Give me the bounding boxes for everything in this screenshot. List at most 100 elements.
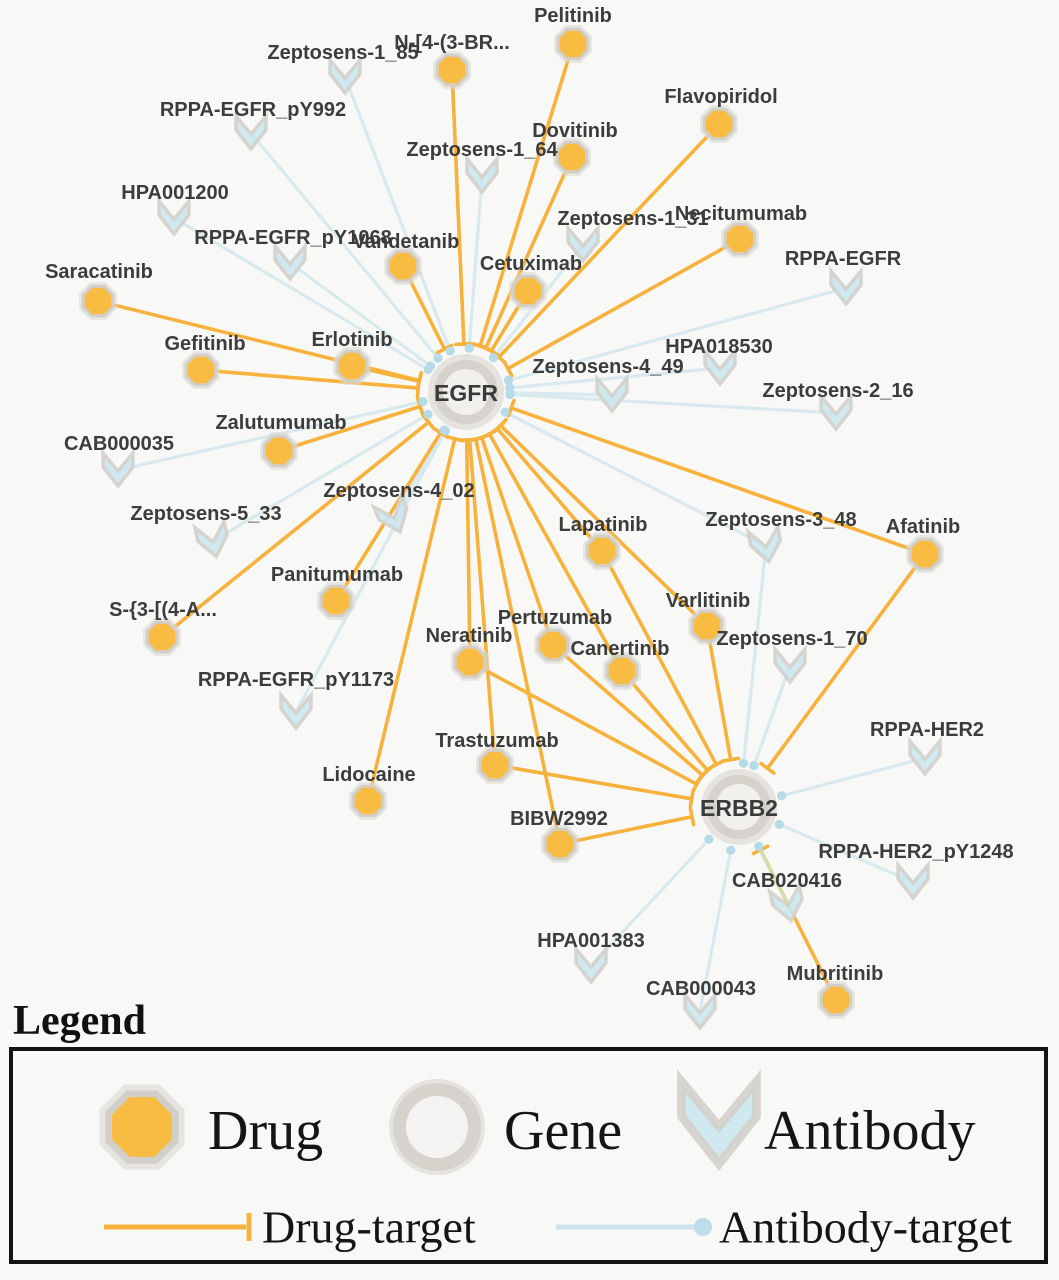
node-antibody-Zeptosens-1_64: [465, 154, 499, 195]
node-drug-legend: [99, 1084, 185, 1170]
edge-antibody-target-CAB000043-ERBB2: [698, 849, 733, 1013]
label-RPPA-EGFR: RPPA-EGFR: [785, 248, 902, 270]
node-drug-Erlotinib: [333, 347, 371, 385]
edge-endpoint-dot-CAB000035: [418, 397, 428, 407]
label-Gefitinib: Gefitinib: [164, 333, 245, 355]
label-Zeptosens-1_64: Zeptosens-1_64: [406, 139, 558, 161]
edge-antibody-target-RPPA-HER2-ERBB2: [781, 756, 926, 798]
label-Zeptosens-4_49: Zeptosens-4_49: [532, 356, 683, 378]
edge-antibody-target-Zeptosens-5_33-EGFR: [212, 412, 429, 543]
label-HPA001200: HPA001200: [121, 182, 228, 204]
node-drug-Zalutumumab: [260, 432, 298, 470]
label-RPPA-HER2_pY1248: RPPA-HER2_pY1248: [818, 841, 1013, 863]
label-Zeptosens-1_85: Zeptosens-1_85: [267, 42, 418, 64]
label-Mubritinib: Mubritinib: [787, 963, 884, 985]
label-Lidocaine: Lidocaine: [322, 764, 415, 786]
label-Cetuximab: Cetuximab: [480, 253, 582, 275]
label-Zeptosens-5_33: Zeptosens-5_33: [130, 503, 281, 525]
node-antibody-HPA001200: [157, 196, 191, 237]
label-Panitumumab: Panitumumab: [271, 564, 403, 586]
node-drug-Cetuximab: [509, 272, 547, 310]
node-drug-Lapatinib: [583, 532, 621, 570]
label-Pertuzumab: Pertuzumab: [498, 607, 612, 629]
node-antibody-Zeptosens-2_16: [819, 391, 853, 432]
label-N-[4-(3-BR...: N-[4-(3-BR...: [394, 32, 510, 54]
edge-endpoint-dot-Zeptosens-2_16: [505, 389, 515, 400]
edge-endpoint-dot-RPPA-HER2: [776, 791, 787, 801]
label-RPPA-EGFR_pY1068: RPPA-EGFR_pY1068: [194, 227, 391, 249]
node-drug-Necitumumab: [721, 220, 759, 258]
edge-antibody-target-RPPA-EGFR-EGFR: [508, 286, 847, 382]
edge-drug-target-BIBW2992-EGFR: [466, 435, 562, 845]
node-drug-Gefitinib: [182, 351, 220, 389]
edge-endpoint-dot-Zeptosens-3_48: [738, 758, 749, 768]
label-Lapatinib: Lapatinib: [559, 514, 648, 536]
legend-antibody-label: Antibody: [764, 1100, 976, 1162]
label-Necitumumab: Necitumumab: [675, 203, 807, 225]
overlapping-edges: [757, 845, 790, 906]
edge-endpoint-dot-CAB020416: [754, 841, 764, 851]
node-antibody-CAB000043: [683, 990, 717, 1031]
edge-drug-target-Trastuzumab-ERBB2: [494, 763, 695, 809]
edge-antibody-target-Zeptosens-2_16-EGFR: [509, 392, 837, 415]
edge-drug-target-Varlitinib-ERBB2: [705, 625, 741, 763]
edge-endpoint-dot-Zeptosens-3_48: [500, 407, 510, 417]
edge-endpoint-dot-RPPA-EGFR: [503, 375, 514, 385]
node-drug-N-[4-(3-BR...: [433, 51, 471, 89]
label-Saracatinib: Saracatinib: [45, 261, 153, 283]
edge-antibody-target-HPA001200-EGFR: [173, 216, 430, 371]
label-HPA018530: HPA018530: [665, 336, 772, 358]
label-Neratinib: Neratinib: [426, 625, 513, 647]
node-drug-Dovitinib: [553, 138, 591, 176]
node-antibody-Zeptosens-1_31: [566, 223, 600, 264]
node-antibody-Zeptosens-5_33: [192, 516, 229, 560]
node-antibody-HPA001383: [574, 944, 608, 985]
edge-endpoint-dot-Zeptosens-1_64: [464, 343, 474, 353]
edge-antibody-target-Zeptosens-1_64-EGFR: [467, 175, 484, 349]
node-antibody-RPPA-EGFR_pY992: [234, 111, 268, 152]
label-Pelitinib: Pelitinib: [534, 5, 612, 27]
label-HPA001383: HPA001383: [537, 930, 644, 952]
label-Varlitinib: Varlitinib: [666, 590, 750, 612]
antibody-target-line-symbol: [556, 1218, 712, 1236]
legend-box: [9, 1047, 1048, 1264]
edge-antibody-target-Zeptosens-3_48-EGFR: [504, 410, 767, 548]
node-antibody-RPPA-EGFR: [829, 266, 863, 307]
node-gene-EGFR: [428, 354, 504, 430]
label-Zeptosens-3_48: Zeptosens-3_48: [705, 509, 856, 531]
edge-endpoint-dot-RPPA-EGFR_pY1068: [425, 361, 436, 371]
network-nodes: [79, 25, 944, 1031]
edge-drug-target-Neratinib-ERBB2: [469, 660, 703, 794]
label-EGFR: EGFR: [434, 380, 498, 406]
label-Vandetanib: Vandetanib: [353, 231, 460, 253]
node-antibody-legend: [677, 1069, 761, 1172]
edge-drug-target-N-[4-(3-BR...-EGFR: [450, 69, 474, 347]
label-Erlotinib: Erlotinib: [311, 329, 392, 351]
node-antibody-CAB000035: [101, 448, 135, 489]
node-antibody-Zeptosens-3_48: [745, 521, 783, 565]
edge-drug-target-BIBW2992-ERBB2: [559, 807, 696, 846]
gene-symbol: [389, 1079, 485, 1175]
node-drug-Vandetanib: [384, 247, 422, 285]
label-RPPA-HER2: RPPA-HER2: [870, 719, 984, 741]
legend: Legend Drug Gene Antibody Drug-target An…: [9, 998, 1048, 1264]
legend-drug-label: Drug: [208, 1100, 323, 1162]
edge-antibody-target-RPPA-EGFR_pY1173-EGFR: [294, 430, 447, 713]
node-drug-Pelitinib: [554, 25, 592, 63]
node-drug-Lidocaine: [349, 782, 387, 820]
node-antibody-RPPA-HER2: [908, 736, 942, 777]
node-antibody-Zeptosens-1_70: [773, 644, 807, 685]
node-antibody-HPA018530: [703, 346, 737, 387]
label-Canertinib: Canertinib: [571, 638, 670, 660]
edge-endpoint-dot-RPPA-HER2_pY1248: [774, 819, 785, 830]
label-BIBW2992: BIBW2992: [510, 808, 608, 830]
node-antibody-Zeptosens-4_02: [370, 490, 409, 535]
edge-endpoint-dot-Zeptosens-1_31: [488, 352, 499, 363]
label-Dovitinib: Dovitinib: [532, 120, 618, 142]
edge-antibody-target-Zeptosens-4_49-EGFR: [509, 391, 613, 397]
label-S-{3-[(4-A...: S-{3-[(4-A...: [109, 599, 217, 621]
label-CAB020416: CAB020416: [732, 870, 842, 892]
edge-endpoint-dot-RPPA-EGFR_pY1173: [440, 426, 450, 436]
node-drug-Canertinib: [603, 652, 641, 690]
